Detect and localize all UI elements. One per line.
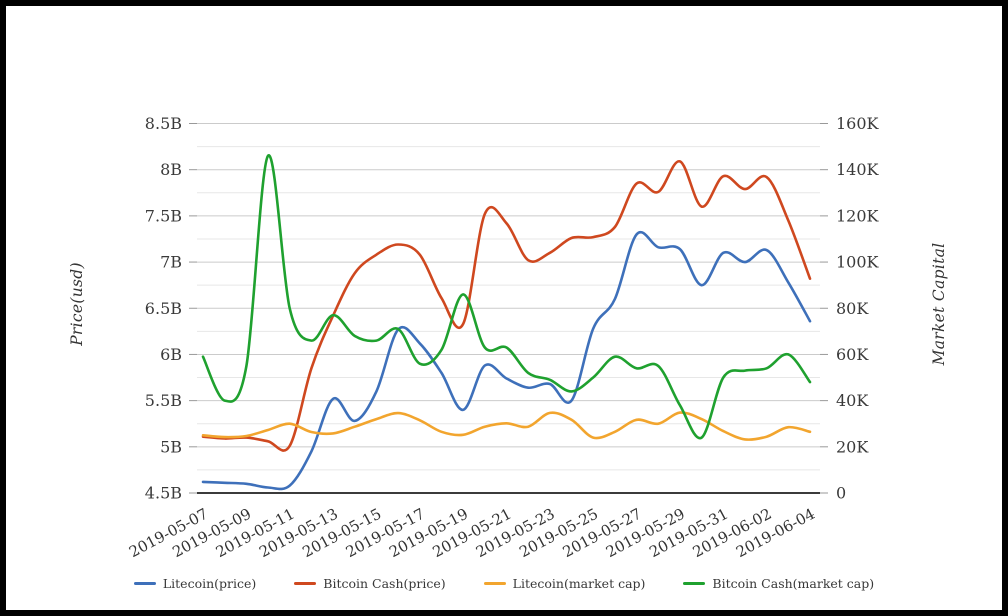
y-axis-tick-label-left: 7.5B xyxy=(145,206,182,225)
y-axis-tick-label-left: 8.5B xyxy=(145,114,182,133)
series-line-bitcoin-cash-price xyxy=(201,160,812,452)
legend-item-litecoin-price[interactable]: Litecoin(price) xyxy=(133,576,257,591)
legend-label: Litecoin(price) xyxy=(162,576,257,591)
y-axis-tick-label-right: 60K xyxy=(836,345,869,364)
y-axis-tick-label-left: 6.5B xyxy=(145,299,182,318)
y-axis-tick-label-right: 120K xyxy=(836,206,880,225)
y-axis-tick-label-right: 140K xyxy=(836,160,880,179)
y-axis-tick-label-left: 4.5B xyxy=(145,484,182,503)
y-axis-title-right: Market Capital xyxy=(930,242,948,366)
series-line-bitcoin-cash-market-cap xyxy=(201,154,812,440)
legend-label: Bitcoin Cash(market cap) xyxy=(712,576,875,591)
legend-label: Litecoin(market cap) xyxy=(512,576,646,591)
y-axis-tick-label-left: 6B xyxy=(160,345,182,364)
y-axis-tick-label-right: 40K xyxy=(836,391,869,410)
legend-item-bitcoin-cash-price[interactable]: Bitcoin Cash(price) xyxy=(294,576,446,591)
y-axis-tick-label-right: 160K xyxy=(836,114,880,133)
legend-swatch xyxy=(133,582,156,585)
y-axis-tick-label-left: 5B xyxy=(160,437,182,456)
legend-item-bitcoin-cash-market-cap[interactable]: Bitcoin Cash(market cap) xyxy=(683,576,874,591)
legend-swatch xyxy=(483,582,506,585)
y-axis-tick-label-right: 0 xyxy=(836,484,846,503)
legend-swatch xyxy=(294,582,317,585)
y-axis-tick-label-right: 20K xyxy=(836,437,869,456)
y-axis-tick-label-right: 100K xyxy=(836,253,880,272)
series-line-litecoin-price xyxy=(201,231,812,491)
legend-swatch xyxy=(683,582,706,585)
legend-item-litecoin-market-cap[interactable]: Litecoin(market cap) xyxy=(483,576,646,591)
legend-label: Bitcoin Cash(price) xyxy=(323,576,446,591)
y-axis-tick-label-right: 80K xyxy=(836,299,869,318)
y-axis-tick-label-left: 7B xyxy=(160,253,182,272)
y-axis-title-left: Price(usd) xyxy=(68,262,86,346)
y-axis-tick-label-left: 8B xyxy=(160,160,182,179)
chart-legend: Litecoin(price) Bitcoin Cash(price) Liteco… xyxy=(0,576,1008,591)
y-axis-tick-label-left: 5.5B xyxy=(145,391,182,410)
